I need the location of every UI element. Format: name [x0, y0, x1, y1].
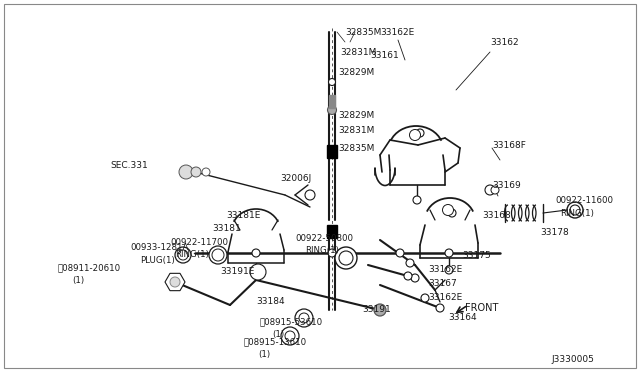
Bar: [327, 225, 337, 238]
Circle shape: [305, 190, 315, 200]
Text: 33191: 33191: [362, 305, 391, 314]
Text: 00922-50800: 00922-50800: [295, 234, 353, 243]
Circle shape: [374, 304, 386, 316]
Text: 32835M: 32835M: [338, 144, 374, 153]
Text: 33184: 33184: [256, 298, 285, 307]
Circle shape: [170, 277, 180, 287]
Text: 33169: 33169: [492, 180, 521, 189]
Circle shape: [406, 259, 414, 267]
Bar: [329, 95, 335, 108]
Circle shape: [448, 209, 456, 217]
Text: 32831M: 32831M: [338, 125, 374, 135]
Circle shape: [445, 249, 453, 257]
Text: (1): (1): [272, 330, 284, 339]
Circle shape: [570, 205, 580, 215]
Text: PLUG(1): PLUG(1): [140, 256, 175, 264]
Circle shape: [170, 277, 180, 287]
Circle shape: [335, 247, 357, 269]
Text: 33168F: 33168F: [492, 141, 526, 150]
Circle shape: [252, 271, 260, 279]
Text: 32831M: 32831M: [340, 48, 376, 57]
Text: FRONT: FRONT: [465, 303, 499, 313]
Circle shape: [178, 250, 188, 260]
Circle shape: [328, 78, 335, 86]
Text: 33168: 33168: [482, 211, 511, 219]
Circle shape: [179, 165, 193, 179]
Text: 33162E: 33162E: [428, 266, 462, 275]
Circle shape: [202, 168, 210, 176]
Circle shape: [416, 129, 424, 137]
Circle shape: [299, 313, 309, 323]
Circle shape: [191, 167, 201, 177]
Text: 32829M: 32829M: [338, 110, 374, 119]
Circle shape: [485, 185, 495, 195]
Circle shape: [328, 249, 336, 257]
Circle shape: [285, 331, 295, 341]
Text: RING(1): RING(1): [175, 250, 209, 260]
Text: 33164: 33164: [448, 314, 477, 323]
Text: 00922-11600: 00922-11600: [555, 196, 613, 205]
Text: 33181E: 33181E: [226, 211, 260, 219]
Text: 33161: 33161: [370, 51, 399, 60]
Circle shape: [411, 274, 419, 282]
Text: 33162: 33162: [490, 38, 518, 46]
Circle shape: [252, 249, 260, 257]
Text: 33162E: 33162E: [428, 294, 462, 302]
Text: 33162E: 33162E: [380, 28, 414, 36]
Circle shape: [445, 266, 453, 274]
Text: 32829M: 32829M: [338, 67, 374, 77]
Text: 33181: 33181: [212, 224, 241, 232]
Text: RING(1): RING(1): [305, 246, 339, 254]
Circle shape: [281, 327, 299, 345]
Circle shape: [442, 205, 454, 215]
Circle shape: [211, 249, 219, 257]
Circle shape: [295, 309, 313, 327]
Polygon shape: [165, 273, 185, 291]
Text: ⓖ08915-53610: ⓖ08915-53610: [260, 317, 323, 327]
Text: 33167: 33167: [428, 279, 457, 288]
Circle shape: [328, 106, 337, 115]
Text: (1): (1): [258, 350, 270, 359]
Text: 00922-11700: 00922-11700: [170, 237, 228, 247]
Text: 32006J: 32006J: [280, 173, 311, 183]
Circle shape: [421, 294, 429, 302]
Circle shape: [396, 249, 404, 257]
Circle shape: [209, 246, 227, 264]
Bar: [327, 145, 337, 158]
Text: J3330005: J3330005: [551, 356, 594, 365]
Circle shape: [250, 264, 266, 280]
Circle shape: [413, 196, 421, 204]
Circle shape: [212, 249, 224, 261]
Circle shape: [491, 186, 499, 194]
Text: 32835M: 32835M: [345, 28, 381, 36]
Text: 33175: 33175: [462, 250, 491, 260]
Text: ⓝ08911-20610: ⓝ08911-20610: [58, 263, 121, 273]
Circle shape: [410, 129, 420, 141]
Text: RING(1): RING(1): [560, 208, 594, 218]
Circle shape: [436, 304, 444, 312]
Text: SEC.331: SEC.331: [110, 160, 148, 170]
Circle shape: [567, 202, 583, 218]
Text: 00933-1281A: 00933-1281A: [130, 244, 188, 253]
Circle shape: [404, 272, 412, 280]
Text: 33191E: 33191E: [220, 267, 254, 276]
Circle shape: [175, 247, 191, 263]
Circle shape: [339, 251, 353, 265]
Text: 33178: 33178: [540, 228, 569, 237]
Text: ⓖ08915-13610: ⓖ08915-13610: [244, 337, 307, 346]
Text: (1): (1): [72, 276, 84, 285]
